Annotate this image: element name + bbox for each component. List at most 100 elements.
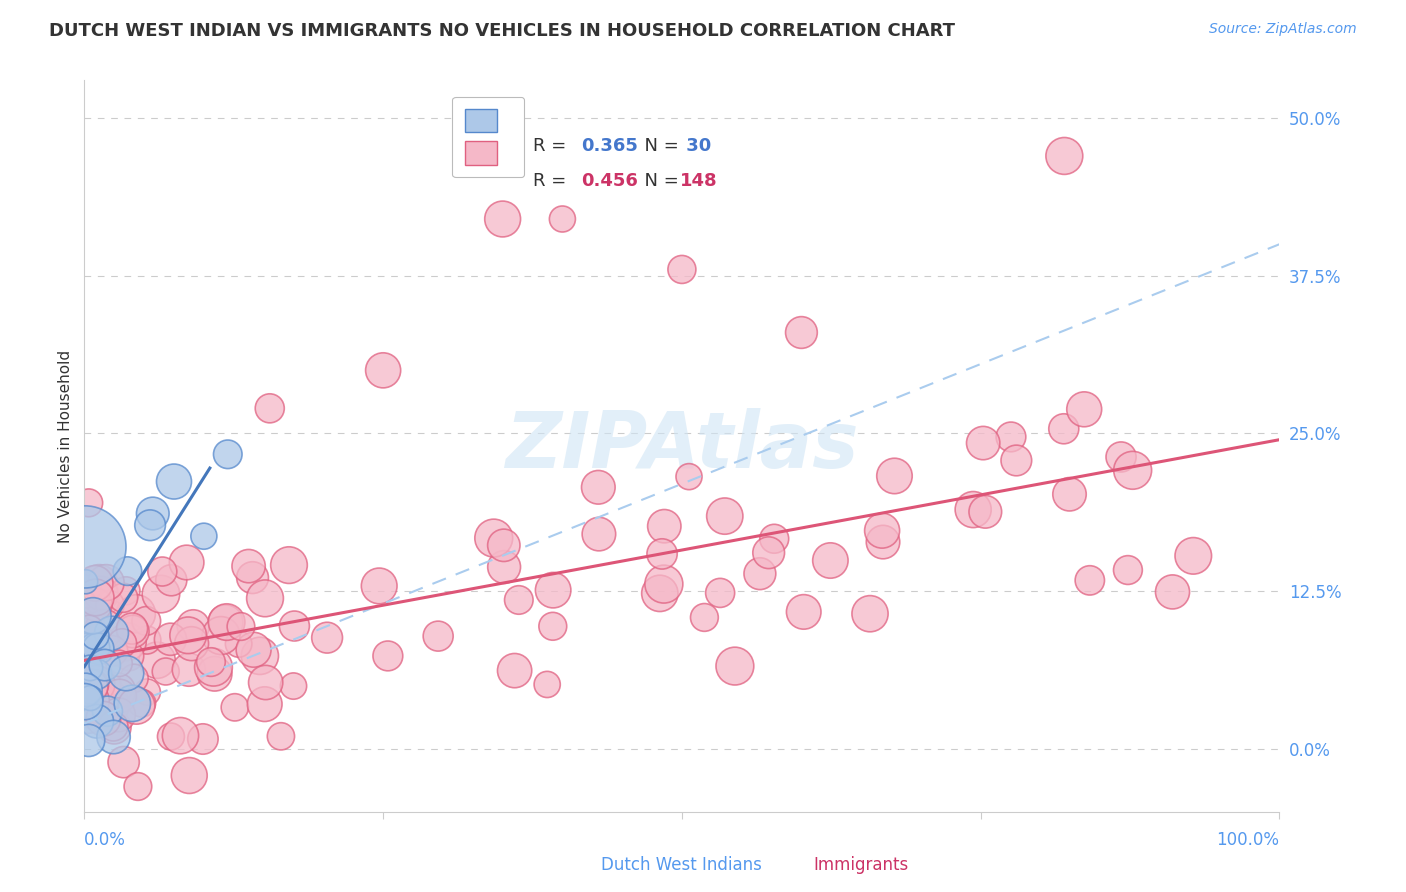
Point <box>748 566 770 581</box>
Point <box>242 571 264 585</box>
Point <box>121 624 143 639</box>
Point <box>652 577 675 591</box>
Point <box>139 518 162 533</box>
Point <box>135 633 157 648</box>
Point <box>678 469 700 483</box>
Point <box>127 780 149 794</box>
Text: R =: R = <box>533 172 572 190</box>
Point <box>77 623 100 637</box>
Point <box>758 546 780 560</box>
Point <box>103 719 125 733</box>
Point <box>76 708 98 723</box>
Point <box>84 671 107 685</box>
Point <box>492 538 515 552</box>
Point <box>228 637 250 651</box>
Point <box>316 631 339 645</box>
Point <box>84 591 107 605</box>
Point <box>1073 402 1095 417</box>
Point <box>86 635 108 649</box>
Point <box>1109 450 1132 464</box>
Point <box>79 680 101 694</box>
Point <box>238 559 260 574</box>
Point <box>651 547 673 561</box>
Point <box>163 475 186 489</box>
Point <box>1182 549 1205 563</box>
Point <box>122 671 145 685</box>
Point <box>82 608 104 623</box>
Point <box>283 619 305 633</box>
Point <box>75 682 97 697</box>
Point <box>693 610 716 624</box>
Point <box>492 212 515 227</box>
Point <box>169 729 191 743</box>
Point <box>118 649 141 664</box>
Point <box>763 532 786 546</box>
Text: 0.456: 0.456 <box>581 172 638 190</box>
Text: ZIPAtlas: ZIPAtlas <box>505 408 859 484</box>
Point <box>1116 563 1139 577</box>
Point <box>101 644 124 658</box>
Text: R =: R = <box>533 136 572 154</box>
Point <box>83 640 105 655</box>
Point <box>159 632 181 647</box>
Point <box>278 558 301 573</box>
Point <box>588 480 610 494</box>
Point <box>83 693 105 707</box>
Point <box>160 573 183 587</box>
Point <box>89 708 111 723</box>
Point <box>177 663 200 677</box>
Point <box>373 363 395 377</box>
Point <box>202 660 225 674</box>
Point <box>73 584 96 599</box>
Point <box>115 583 138 598</box>
Point <box>146 653 169 667</box>
Point <box>588 527 610 541</box>
Point <box>79 673 101 687</box>
Point <box>427 629 450 643</box>
Point <box>1059 487 1081 501</box>
Point <box>94 575 117 590</box>
Point <box>648 586 671 600</box>
Point <box>111 636 134 650</box>
Point <box>73 540 96 554</box>
Point <box>872 535 894 549</box>
Point <box>150 565 173 579</box>
Point <box>112 591 135 605</box>
Point <box>82 678 104 692</box>
Point <box>79 691 101 706</box>
Point <box>125 698 148 713</box>
Point <box>1122 463 1144 477</box>
Point <box>107 684 129 698</box>
Point <box>652 519 675 533</box>
Text: 100.0%: 100.0% <box>1216 830 1279 848</box>
Point <box>962 502 984 516</box>
Point <box>80 689 103 703</box>
Point <box>1078 574 1101 588</box>
Point <box>125 607 148 621</box>
Text: 0.365: 0.365 <box>581 136 638 154</box>
Text: Immigrants: Immigrants <box>814 855 908 874</box>
Point <box>1053 149 1076 163</box>
Point <box>242 642 264 657</box>
Point <box>75 574 97 589</box>
Y-axis label: No Vehicles in Household: No Vehicles in Household <box>58 350 73 542</box>
Point <box>974 505 997 519</box>
Point <box>482 531 505 545</box>
Point <box>253 591 276 606</box>
Point <box>86 714 108 729</box>
Point <box>214 615 236 630</box>
Point <box>1053 422 1076 436</box>
Point <box>368 579 391 593</box>
Point <box>117 564 139 578</box>
Text: 148: 148 <box>679 172 717 190</box>
Point <box>108 689 131 703</box>
Point <box>494 560 516 574</box>
Text: Source: ZipAtlas.com: Source: ZipAtlas.com <box>1209 22 1357 37</box>
Point <box>254 675 277 690</box>
Point <box>200 655 222 669</box>
Point <box>84 686 107 700</box>
Point <box>179 768 201 782</box>
Point <box>112 755 135 769</box>
Point <box>259 401 281 416</box>
Point <box>84 576 107 591</box>
